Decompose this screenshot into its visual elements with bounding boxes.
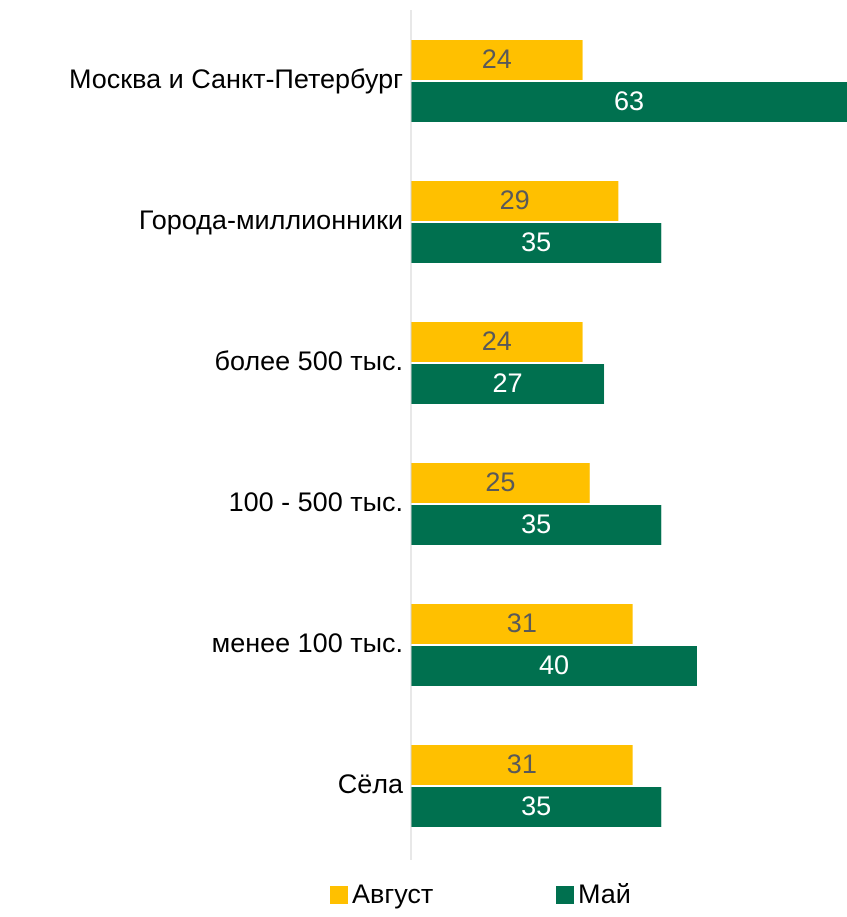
bar xyxy=(411,223,662,263)
bar xyxy=(411,745,633,785)
category-label: менее 100 тыс. xyxy=(212,628,403,658)
value-label: 40 xyxy=(539,650,569,680)
value-label: 35 xyxy=(521,509,551,539)
value-label: 35 xyxy=(521,227,551,257)
value-label: 29 xyxy=(500,185,530,215)
value-label: 31 xyxy=(507,608,537,638)
category-label: 100 - 500 тыс. xyxy=(229,487,403,517)
bar xyxy=(411,181,619,221)
bar xyxy=(411,40,583,80)
value-label: 25 xyxy=(485,467,515,497)
legend-swatch xyxy=(330,886,348,904)
bar xyxy=(411,604,633,644)
bar xyxy=(411,82,847,122)
bar xyxy=(411,322,583,362)
category-label: Города-миллионники xyxy=(139,205,403,235)
category-label: Сёла xyxy=(338,769,404,799)
value-label: 35 xyxy=(521,791,551,821)
value-label: 27 xyxy=(493,368,523,398)
bar xyxy=(411,364,605,404)
legend-label: Август xyxy=(352,879,433,909)
category-label: более 500 тыс. xyxy=(215,346,404,376)
value-label: 63 xyxy=(614,86,644,116)
legend-swatch xyxy=(556,886,574,904)
bar xyxy=(411,787,662,827)
value-label: 24 xyxy=(482,326,512,356)
bar xyxy=(411,463,590,503)
value-label: 24 xyxy=(482,44,512,74)
bar xyxy=(411,505,662,545)
category-label: Москва и Санкт-Петербург xyxy=(69,64,403,94)
bar xyxy=(411,646,697,686)
value-label: 31 xyxy=(507,749,537,779)
legend-label: Май xyxy=(578,879,631,909)
